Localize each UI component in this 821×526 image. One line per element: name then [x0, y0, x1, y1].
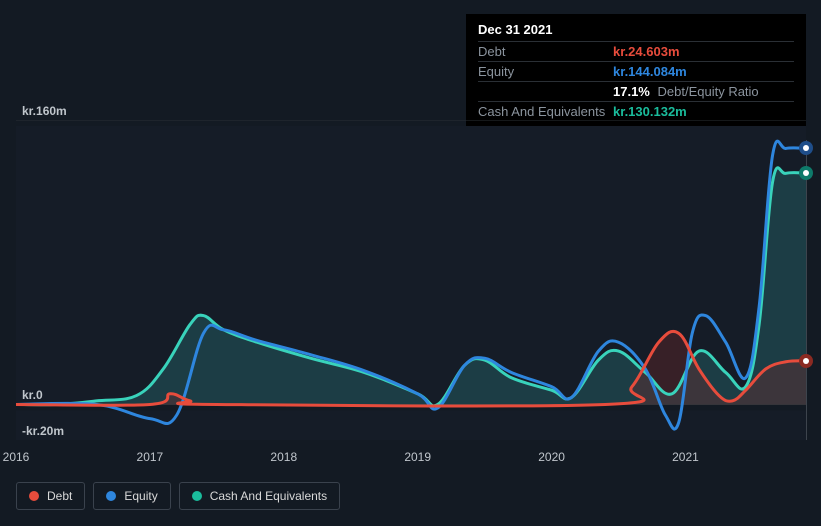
x-axis-labels: 201620172018201920202021 — [16, 450, 806, 468]
legend-dot-cash — [192, 491, 202, 501]
tooltip-label-empty — [478, 84, 613, 99]
legend-cash[interactable]: Cash And Equivalents — [179, 482, 340, 510]
tooltip-row-cash: Cash And Equivalents kr.130.132m — [478, 101, 794, 121]
legend-dot-debt — [29, 491, 39, 501]
tooltip-ratio-pct: 17.1% — [613, 84, 650, 99]
hover-tooltip: Dec 31 2021 Debt kr.24.603m Equity kr.14… — [466, 14, 806, 129]
series-marker — [799, 166, 813, 180]
series-marker — [799, 354, 813, 368]
x-axis-label: 2017 — [137, 450, 164, 464]
tooltip-value-equity: kr.144.084m — [613, 64, 687, 79]
tooltip-label: Debt — [478, 44, 613, 59]
legend-label: Cash And Equivalents — [210, 489, 327, 503]
legend-label: Equity — [124, 489, 157, 503]
y-axis-label: -kr.20m — [22, 424, 64, 438]
tooltip-value-debt: kr.24.603m — [613, 44, 680, 59]
tooltip-value-cash: kr.130.132m — [613, 104, 687, 119]
tooltip-row-ratio: 17.1% Debt/Equity Ratio — [478, 81, 794, 101]
legend-debt[interactable]: Debt — [16, 482, 85, 510]
chart-svg — [16, 120, 806, 440]
tooltip-date: Dec 31 2021 — [478, 22, 794, 41]
chart-container: Dec 31 2021 Debt kr.24.603m Equity kr.14… — [0, 0, 821, 526]
y-axis-label: kr.0 — [22, 388, 43, 402]
x-axis-label: 2021 — [672, 450, 699, 464]
tooltip-label: Equity — [478, 64, 613, 79]
x-axis-label: 2019 — [404, 450, 431, 464]
series-marker — [799, 141, 813, 155]
x-axis-label: 2016 — [3, 450, 30, 464]
y-axis-label: kr.160m — [22, 104, 67, 118]
x-axis-label: 2020 — [538, 450, 565, 464]
legend: Debt Equity Cash And Equivalents — [16, 482, 340, 510]
chart-plot-area[interactable]: kr.160mkr.0-kr.20m — [16, 120, 806, 440]
tooltip-row-debt: Debt kr.24.603m — [478, 41, 794, 61]
legend-equity[interactable]: Equity — [93, 482, 170, 510]
tooltip-label: Cash And Equivalents — [478, 104, 613, 119]
legend-label: Debt — [47, 489, 72, 503]
x-axis-label: 2018 — [270, 450, 297, 464]
legend-dot-equity — [106, 491, 116, 501]
hover-line — [806, 140, 807, 440]
tooltip-row-equity: Equity kr.144.084m — [478, 61, 794, 81]
tooltip-ratio-label: Debt/Equity Ratio — [658, 84, 759, 99]
